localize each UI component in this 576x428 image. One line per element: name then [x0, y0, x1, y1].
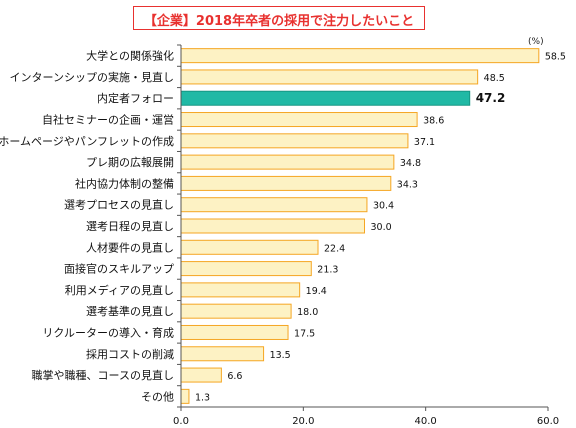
value-label-11: 19.4: [306, 286, 327, 297]
value-label-2: 47.2: [476, 91, 506, 105]
category-label-0: 大学との関係強化: [86, 49, 174, 63]
category-label-2: 内定者フォロー: [97, 91, 174, 105]
value-label-6: 34.3: [397, 179, 418, 190]
bar-8: [180, 218, 365, 234]
category-label-3: 自社セミナーの企画・運営: [42, 113, 174, 127]
bar-6: [180, 175, 392, 191]
category-label-4: ホームページやパンフレットの作成: [0, 135, 174, 148]
category-label-14: 採用コストの削減: [86, 347, 174, 361]
unit-label: (%): [528, 37, 544, 47]
value-label-5: 34.8: [400, 158, 421, 169]
bar-5: [180, 154, 395, 170]
bar-9: [180, 239, 319, 255]
category-label-1: インターンシップの実施・見直し: [10, 70, 174, 84]
value-label-1: 48.5: [484, 73, 505, 84]
value-label-8: 30.0: [371, 222, 392, 233]
category-label-5: プレ期の広報展開: [86, 156, 174, 169]
value-label-16: 1.3: [195, 392, 210, 403]
bar-2: [180, 90, 471, 106]
value-label-3: 38.6: [423, 116, 444, 127]
x-tick-label-0: 0.0: [173, 416, 189, 427]
bar-14: [180, 346, 265, 362]
category-label-6: 社内協力体制の整備: [75, 176, 174, 190]
value-label-14: 13.5: [270, 350, 291, 361]
x-tick-label-1: 20.0: [292, 416, 314, 427]
value-label-15: 6.6: [227, 371, 242, 382]
category-label-16: その他: [141, 390, 174, 403]
value-label-7: 30.4: [373, 201, 394, 212]
category-label-11: 利用メディアの見直し: [65, 283, 174, 297]
category-label-7: 選考プロセスの見直し: [64, 198, 174, 212]
value-label-13: 17.5: [294, 328, 315, 339]
bar-16: [180, 388, 190, 404]
bar-4: [180, 133, 409, 149]
category-label-10: 面接官のスキルアップ: [64, 262, 174, 276]
bar-13: [180, 324, 289, 340]
category-label-13: リクルーターの導入・育成: [42, 325, 174, 339]
x-tick-label-2: 40.0: [415, 416, 437, 427]
bar-3: [180, 112, 418, 128]
bar-7: [180, 197, 368, 213]
category-label-12: 選考基準の見直し: [86, 304, 174, 318]
bar-10: [180, 261, 312, 277]
x-tick-label-3: 60.0: [537, 416, 559, 427]
bar-12: [180, 303, 292, 319]
value-label-12: 18.0: [297, 307, 318, 318]
category-label-15: 職掌や職種、コースの見直し: [32, 368, 174, 382]
chart-title-box: 【企業】2018年卒者の採用で注力したいこと: [133, 6, 425, 30]
bar-0: [180, 48, 540, 64]
category-label-8: 選考日程の見直し: [86, 219, 174, 233]
value-label-4: 37.1: [414, 137, 435, 148]
value-label-0: 58.5: [545, 52, 566, 63]
chart-title: 【企業】2018年卒者の採用で注力したいこと: [143, 14, 415, 29]
category-label-9: 人材要件の見直し: [86, 240, 174, 254]
bar-11: [180, 282, 301, 298]
bar-15: [180, 367, 222, 383]
value-label-9: 22.4: [324, 243, 345, 254]
value-label-10: 21.3: [317, 265, 338, 276]
bar-1: [180, 69, 479, 85]
